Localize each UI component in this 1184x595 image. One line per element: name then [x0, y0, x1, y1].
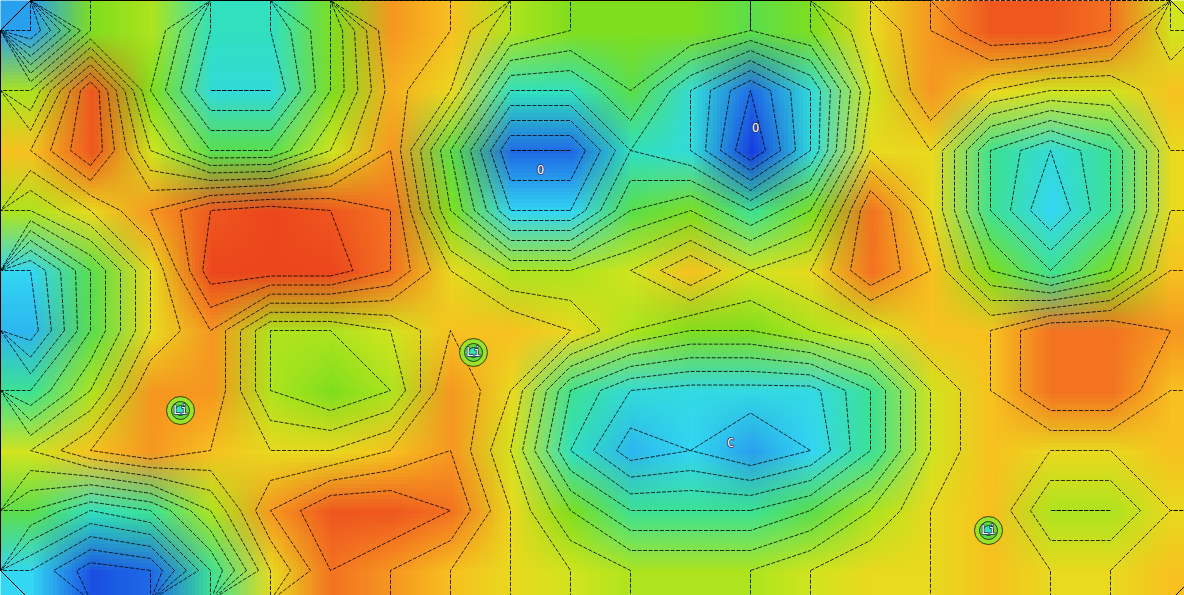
svg-text:Li: Li: [173, 403, 187, 417]
svg-text:O: O: [537, 163, 544, 177]
svg-text:Li: Li: [981, 523, 995, 537]
svg-text:O: O: [752, 121, 759, 135]
svg-text:Li: Li: [466, 345, 480, 359]
svg-text:C: C: [727, 436, 734, 450]
